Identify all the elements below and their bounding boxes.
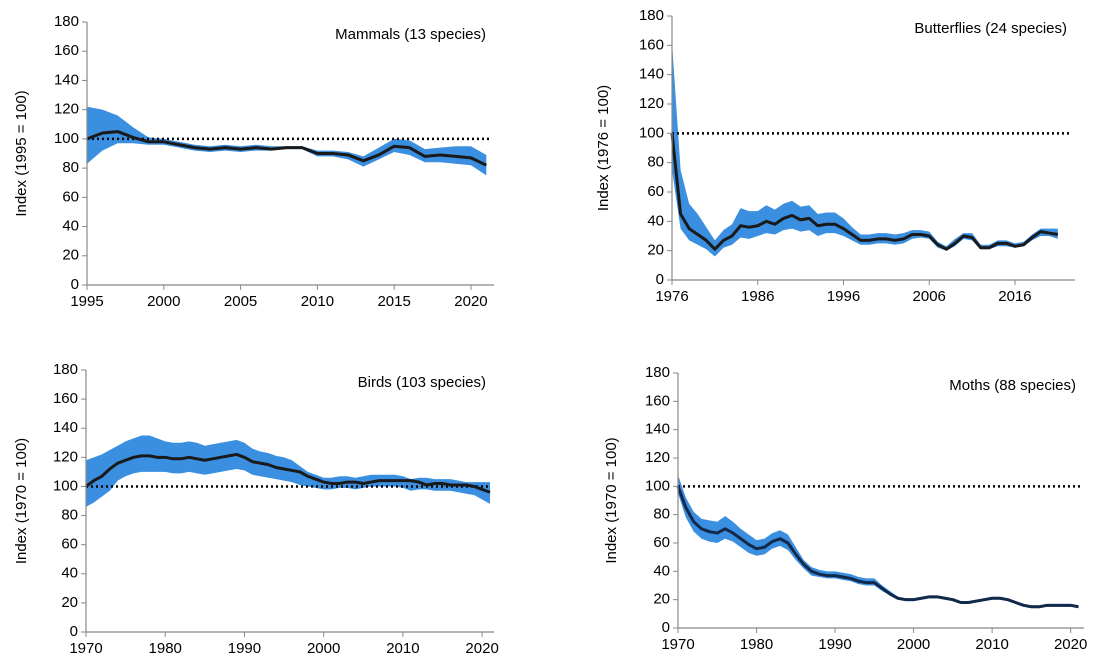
y-tick-label: 0 (71, 276, 79, 293)
y-tick-label: 80 (61, 507, 78, 524)
y-tick-label: 160 (53, 390, 78, 407)
x-tick-label: 2010 (975, 636, 1008, 653)
y-tick-label: 40 (61, 565, 78, 582)
x-tick-label: 2005 (224, 293, 257, 310)
y-tick-label: 0 (656, 271, 664, 288)
index-line (85, 452, 491, 494)
x-tick-label: 1970 (69, 640, 102, 657)
confidence-band (672, 42, 1058, 257)
x-tick-label: 2020 (454, 293, 487, 310)
y-tick-label: 80 (62, 159, 79, 176)
y-tick-label: 160 (639, 36, 664, 53)
y-tick-label: 100 (53, 477, 78, 494)
y-tick-label: 40 (647, 212, 664, 229)
y-tick-label: 60 (653, 534, 670, 551)
panel-title: Birds (103 species) (358, 374, 486, 391)
y-tick-label: 180 (645, 364, 670, 381)
y-axis-label: Index (1976 = 100) (595, 85, 612, 211)
y-tick-label: 80 (653, 506, 670, 523)
x-tick-label: 2010 (301, 293, 334, 310)
y-tick-label: 140 (645, 421, 670, 438)
y-tick-label: 20 (61, 594, 78, 611)
y-tick-label: 180 (639, 7, 664, 24)
x-tick-label: 2006 (913, 288, 946, 305)
panel-title: Moths (88 species) (949, 377, 1076, 394)
y-axis-label: Index (1970 = 100) (603, 437, 620, 563)
y-tick-label: 120 (645, 449, 670, 466)
x-tick-label: 1995 (70, 293, 103, 310)
y-tick-label: 140 (53, 419, 78, 436)
index-line (670, 133, 1059, 251)
x-tick-label: 1980 (740, 636, 773, 653)
x-tick-label: 1980 (149, 640, 182, 657)
y-tick-label: 0 (662, 619, 670, 636)
x-tick-label: 2000 (897, 636, 930, 653)
confidence-band (678, 475, 1079, 609)
panel-title: Mammals (13 species) (335, 26, 486, 43)
y-tick-label: 120 (639, 95, 664, 112)
y-tick-label: 120 (53, 448, 78, 465)
y-tick-label: 60 (61, 536, 78, 553)
y-tick-label: 40 (653, 562, 670, 579)
index-line (676, 485, 1079, 609)
x-tick-label: 1990 (228, 640, 261, 657)
y-tick-label: 160 (645, 392, 670, 409)
x-tick-label: 2010 (386, 640, 419, 657)
y-tick-label: 20 (62, 247, 79, 264)
x-tick-label: 1986 (741, 288, 774, 305)
y-tick-label: 20 (653, 591, 670, 608)
y-tick-label: 60 (647, 183, 664, 200)
y-tick-label: 20 (647, 242, 664, 259)
x-tick-label: 2000 (307, 640, 340, 657)
y-tick-label: 120 (54, 101, 79, 118)
y-tick-label: 160 (54, 42, 79, 59)
y-tick-label: 180 (53, 361, 78, 378)
x-tick-label: 2016 (998, 288, 1031, 305)
y-axis-label: Index (1970 = 100) (13, 438, 30, 564)
x-tick-label: 1970 (661, 636, 694, 653)
x-tick-label: 1976 (655, 288, 688, 305)
index-line (86, 130, 487, 167)
x-tick-label: 2020 (1054, 636, 1087, 653)
x-tick-label: 1990 (818, 636, 851, 653)
x-tick-label: 1996 (827, 288, 860, 305)
y-tick-label: 40 (62, 218, 79, 235)
y-tick-label: 100 (639, 124, 664, 141)
x-tick-label: 2020 (465, 640, 498, 657)
x-tick-label: 2015 (377, 293, 410, 310)
y-tick-label: 0 (70, 623, 78, 640)
y-tick-label: 180 (54, 13, 79, 30)
y-tick-label: 100 (645, 477, 670, 494)
panel-title: Butterflies (24 species) (914, 20, 1067, 37)
y-tick-label: 80 (647, 154, 664, 171)
y-tick-label: 140 (639, 66, 664, 83)
x-tick-label: 2000 (147, 293, 180, 310)
y-tick-label: 60 (62, 188, 79, 205)
y-tick-label: 100 (54, 130, 79, 147)
y-tick-label: 140 (54, 71, 79, 88)
y-axis-label: Index (1995 = 100) (13, 90, 30, 216)
